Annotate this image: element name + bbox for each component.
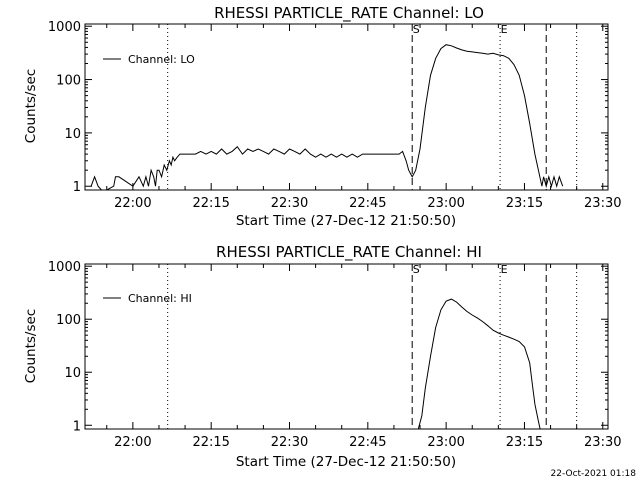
- y-axis-label: Counts/sec: [23, 309, 39, 383]
- x-tick-label: 23:15: [506, 435, 543, 450]
- axes: 22:00 22:15 22:30 22:45 23:00 23:15 23:30 1 10 10…: [48, 260, 622, 450]
- x-tick-label: 22:00: [114, 196, 151, 211]
- y-tick-label: 100: [56, 313, 81, 328]
- x-tick-label: 22:45: [349, 196, 386, 211]
- x-tick-label: 22:15: [192, 196, 229, 211]
- panel-lo: RHESSI PARTICLE_RATE Channel: LO 22:00 22…: [23, 4, 622, 229]
- y-tick-label: 1: [73, 180, 81, 195]
- y-axis-label: Counts/sec: [23, 69, 39, 143]
- y-tick-label: 10: [64, 366, 81, 381]
- legend: Channel: HI: [103, 292, 192, 305]
- legend-label: Channel: LO: [128, 53, 195, 66]
- marker-label-s: S: [413, 263, 420, 276]
- x-tick-label: 23:00: [427, 196, 464, 211]
- chart-title: RHESSI PARTICLE_RATE Channel: HI: [216, 243, 482, 262]
- x-tick-label: 23:00: [427, 435, 464, 450]
- series-line: [90, 44, 564, 191]
- y-tick-label: 1: [73, 419, 81, 434]
- marker-label-e: E: [501, 23, 508, 36]
- legend: Channel: LO: [103, 53, 195, 66]
- x-tick-label: 23:30: [584, 196, 621, 211]
- x-tick-label: 22:30: [271, 196, 308, 211]
- marker-label-s: S: [413, 23, 420, 36]
- x-tick-label: 23:15: [506, 196, 543, 211]
- footer-timestamp: 22-Oct-2021 01:18: [551, 469, 637, 479]
- series-line: [417, 298, 541, 430]
- x-tick-label: 22:00: [114, 435, 151, 450]
- y-tick-label: 1000: [48, 260, 81, 275]
- x-axis-label: Start Time (27-Dec-12 21:50:50): [236, 454, 456, 470]
- x-tick-label: 22:30: [271, 435, 308, 450]
- marker-label-e: E: [501, 263, 508, 276]
- y-tick-label: 100: [56, 74, 81, 89]
- x-tick-label: 22:45: [349, 435, 386, 450]
- y-tick-label: 1000: [48, 20, 81, 35]
- x-tick-label: 23:30: [584, 435, 621, 450]
- x-axis-label: Start Time (27-Dec-12 21:50:50): [236, 213, 456, 229]
- legend-label: Channel: HI: [128, 292, 192, 305]
- panel-hi: RHESSI PARTICLE_RATE Channel: HI 22:00 22…: [23, 243, 622, 470]
- chart-title: RHESSI PARTICLE_RATE Channel: LO: [214, 4, 484, 23]
- axes: 22:00 22:15 22:30 22:45 23:00 23:15 23:30 1 10 10…: [48, 20, 622, 211]
- y-tick-label: 10: [64, 127, 81, 142]
- x-tick-label: 22:15: [192, 435, 229, 450]
